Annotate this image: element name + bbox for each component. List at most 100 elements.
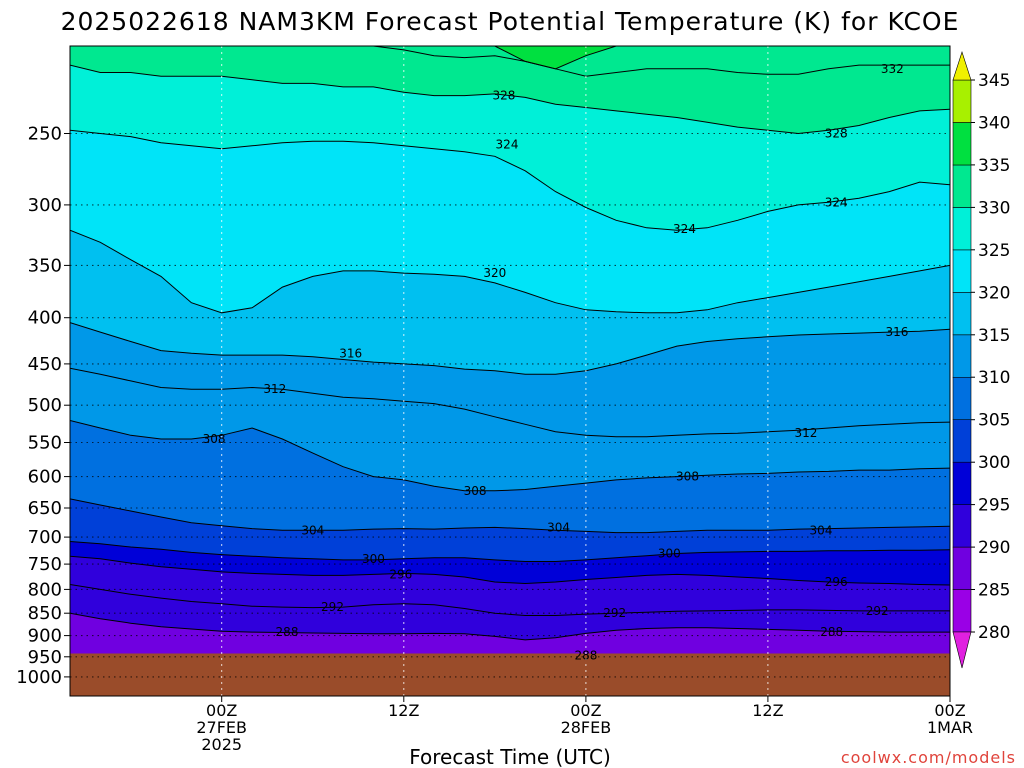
contour-line-332	[70, 46, 950, 77]
colorbar-top-arrow	[952, 51, 972, 81]
y-tick-label: 700	[28, 527, 62, 548]
colorbar-segment	[952, 122, 972, 166]
x-tick-label: 1MAR	[927, 718, 973, 737]
contour-label: 296	[389, 567, 412, 581]
colorbar-segment	[952, 207, 972, 251]
colorbar-tick-label: 325	[978, 241, 1010, 261]
y-tick-label: 650	[28, 498, 62, 519]
colorbar-tick-label: 305	[978, 411, 1010, 431]
contour-label: 312	[263, 382, 286, 396]
contour-label: 300	[362, 552, 385, 566]
colorbar-tick-label: 335	[978, 156, 1010, 176]
ground-below-surface	[70, 653, 950, 696]
contour-label: 308	[676, 470, 699, 484]
x-tick-label: 2025	[201, 735, 242, 754]
colorbar-segment	[952, 461, 972, 506]
contour-line-312	[70, 367, 950, 438]
colorbar-segment	[952, 249, 972, 293]
contour-label: 296	[825, 575, 848, 589]
colorbar-tick-label: 340	[978, 114, 1010, 134]
contour-label: 304	[301, 523, 324, 537]
colorbar-tick-label: 280	[978, 623, 1010, 643]
y-tick-label: 400	[28, 308, 62, 329]
colorbar-segment	[952, 79, 972, 123]
contour-line-324	[70, 129, 950, 231]
y-tick-label: 450	[28, 354, 62, 375]
contour-labels: 332 328 328 324 324 324 320 316 316 312 312 308 308 3…	[203, 62, 909, 663]
x-tick-label: 00Z	[934, 701, 965, 720]
y-tick-label: 300	[28, 195, 62, 216]
plot-area: 332 328 328 324 324 324 320 316 316 312 312 308 308 3…	[70, 46, 950, 696]
x-tick-label: 00Z	[206, 701, 237, 720]
plot-frame	[69, 45, 951, 697]
contour-line-328	[70, 64, 950, 135]
y-tick-label: 950	[28, 647, 62, 668]
contour-label: 328	[492, 89, 515, 103]
contour-line-316	[70, 322, 950, 375]
contour-label: 316	[885, 325, 908, 339]
contour-line-304	[70, 498, 950, 534]
credit-text: coolwx.com/models	[841, 748, 1016, 767]
contour-label: 332	[881, 62, 904, 76]
contour-label: 328	[825, 127, 848, 141]
y-tick-label: 800	[28, 579, 62, 600]
colorbar-tick-label: 310	[978, 368, 1010, 388]
colorbar-tick-label: 295	[978, 496, 1010, 516]
colorbar-tick-label: 320	[978, 283, 1010, 303]
colorbar-segment	[952, 589, 972, 633]
contour-label: 312	[794, 426, 817, 440]
contour-label: 304	[810, 523, 833, 537]
y-tick-label: 500	[28, 395, 62, 416]
contour-line-336	[70, 46, 950, 70]
contour-label: 292	[321, 600, 344, 614]
contour-label: 324	[496, 137, 519, 151]
contour-label: 324	[673, 222, 696, 236]
y-tick-label: 750	[28, 554, 62, 575]
colorbar-tick-label: 290	[978, 538, 1010, 558]
colorbar-tick-label: 300	[978, 453, 1010, 473]
x-tick-label: 00Z	[570, 701, 601, 720]
x-tick-label: 12Z	[388, 701, 419, 720]
colorbar-segment	[952, 334, 972, 378]
colorbar-segment	[952, 546, 972, 590]
y-tick-label: 350	[28, 255, 62, 276]
x-axis-label: Forecast Time (UTC)	[409, 745, 611, 768]
y-tick-label: 550	[28, 433, 62, 454]
chart-title: 2025022618 NAM3KM Forecast Potential Tem…	[61, 7, 960, 36]
colorbar-segment	[952, 376, 972, 421]
y-tick-label: 600	[28, 467, 62, 488]
colorbar-segment	[952, 419, 972, 463]
contour-line-288	[70, 612, 950, 641]
contour-line-300	[70, 541, 950, 562]
contour-line-308	[70, 420, 950, 492]
colorbar: 280 285 290 295 300 305 310 315 320 325 330 335 340 3…	[952, 51, 1010, 669]
x-tick-label: 28FEB	[561, 718, 612, 737]
contour-line-292	[70, 584, 950, 616]
contour-line-296	[70, 555, 950, 586]
colorbar-tick-label: 345	[978, 71, 1010, 91]
grid-lines	[70, 46, 950, 696]
contour-label: 320	[483, 266, 506, 280]
y-tick-label: 1000	[16, 667, 62, 688]
contour-label: 308	[464, 484, 487, 498]
y-tick-label: 850	[28, 603, 62, 624]
colorbar-segment	[952, 291, 972, 336]
y-axis-ticks: 2503003504004505005506006507007508008509…	[16, 124, 70, 688]
colorbar-tick-label: 285	[978, 581, 1010, 601]
x-tick-label: 12Z	[752, 701, 783, 720]
contour-label: 288	[574, 649, 597, 663]
colorbar-tick-label: 330	[978, 198, 1010, 218]
contour-label: 292	[603, 606, 626, 620]
contour-label: 304	[547, 520, 570, 534]
contour-label: 308	[203, 432, 226, 446]
contour-label: 316	[339, 346, 362, 360]
x-tick-label: 27FEB	[196, 718, 247, 737]
colorbar-tick-label: 315	[978, 326, 1010, 346]
y-tick-label: 900	[28, 626, 62, 647]
contour-label: 300	[658, 547, 681, 561]
contour-lines	[70, 46, 950, 641]
contour-label: 288	[276, 625, 299, 639]
contour-label: 324	[825, 195, 848, 209]
